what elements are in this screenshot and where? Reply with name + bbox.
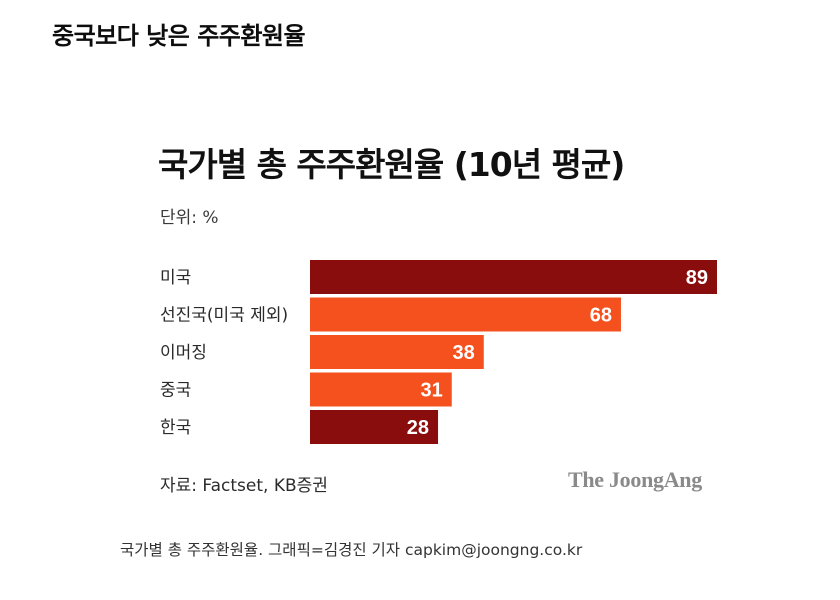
category-label: 한국	[160, 418, 191, 438]
value-label: 28	[407, 417, 429, 439]
unit-label: 단위: %	[160, 208, 219, 228]
category-label: 중국	[160, 381, 191, 401]
category-label: 미국	[160, 268, 191, 288]
page-heading: 중국보다 낮은 주주환원율	[52, 22, 306, 50]
bar	[310, 297, 621, 332]
bar	[310, 372, 452, 407]
value-label: 31	[421, 380, 443, 402]
value-label: 38	[453, 342, 475, 364]
category-label: 선진국(미국 제외)	[160, 306, 288, 326]
source-label: 자료: Factset, KB증권	[160, 476, 328, 496]
category-label: 이머징	[160, 343, 207, 363]
chart-title: 국가별 총 주주환원율 (10년 평균)	[158, 145, 625, 184]
graphic-caption: 국가별 총 주주환원율. 그래픽=김경진 기자 capkim@joongng.c…	[120, 541, 583, 559]
value-label: 89	[686, 267, 708, 289]
joongang-logo: The JoongAng	[568, 467, 702, 492]
value-label: 68	[590, 305, 612, 327]
bar	[310, 335, 484, 369]
bar	[310, 410, 439, 444]
bar	[310, 260, 717, 294]
